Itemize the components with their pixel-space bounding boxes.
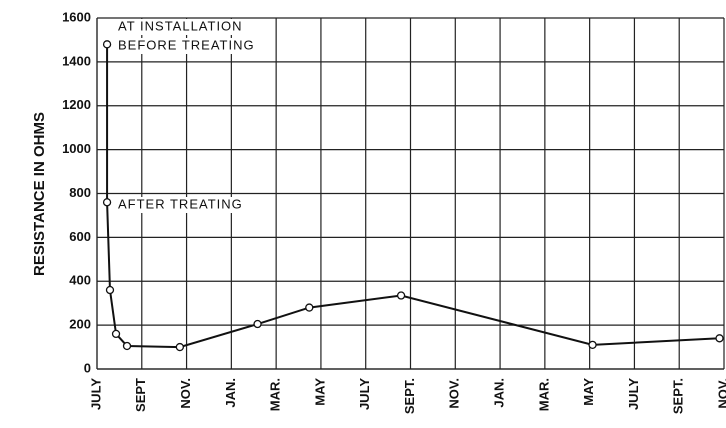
x-tick-label: NOV. [715, 378, 726, 409]
x-tick-label: MAY [312, 378, 327, 406]
x-tick-label: MAY [581, 378, 596, 406]
point [105, 285, 115, 295]
point [175, 342, 185, 352]
point [305, 303, 314, 312]
x-tick-label: MAR. [536, 378, 551, 411]
x-tick-label: NOV. [447, 378, 462, 409]
y-tick-label: 800 [69, 185, 91, 200]
point [396, 291, 406, 300]
x-tick-label: JULY [626, 378, 641, 410]
x-tick-label: JULY [357, 378, 372, 410]
annotation-bg [116, 19, 245, 35]
x-tick-label: NOV. [178, 378, 193, 409]
x-tick-label: JULY [88, 378, 103, 410]
x-tick-label: SEPT. [671, 378, 686, 414]
y-tick-label: 200 [69, 317, 91, 332]
y-tick-label: 1400 [62, 53, 91, 68]
y-tick-label: 400 [69, 273, 91, 288]
annotation: BEFORE TREATING [118, 37, 255, 52]
annotation-bg [116, 197, 245, 213]
point [102, 40, 112, 49]
x-tick-label: SEPT [133, 378, 148, 412]
y-tick-label: 1000 [62, 141, 91, 156]
y-tick-label: 1200 [62, 97, 91, 112]
x-tick-label: JAN. [492, 378, 507, 408]
annotation-bg [116, 38, 257, 54]
point [715, 334, 724, 343]
point [111, 329, 121, 339]
x-tick-label: MAR. [268, 378, 283, 411]
y-tick-label: 600 [69, 229, 91, 244]
point [253, 319, 262, 329]
x-tick-label: SEPT. [402, 378, 417, 414]
point [102, 198, 112, 207]
y-axis-label: RESISTANCE IN OHMS [31, 112, 48, 276]
x-tick-label: JAN. [223, 378, 238, 408]
point [122, 341, 132, 351]
point [588, 340, 597, 350]
annotation: AFTER TREATING [118, 196, 243, 211]
y-tick-label: 0 [84, 360, 91, 375]
y-tick-label: 1600 [62, 9, 91, 24]
annotation: AT INSTALLATION [118, 18, 243, 33]
